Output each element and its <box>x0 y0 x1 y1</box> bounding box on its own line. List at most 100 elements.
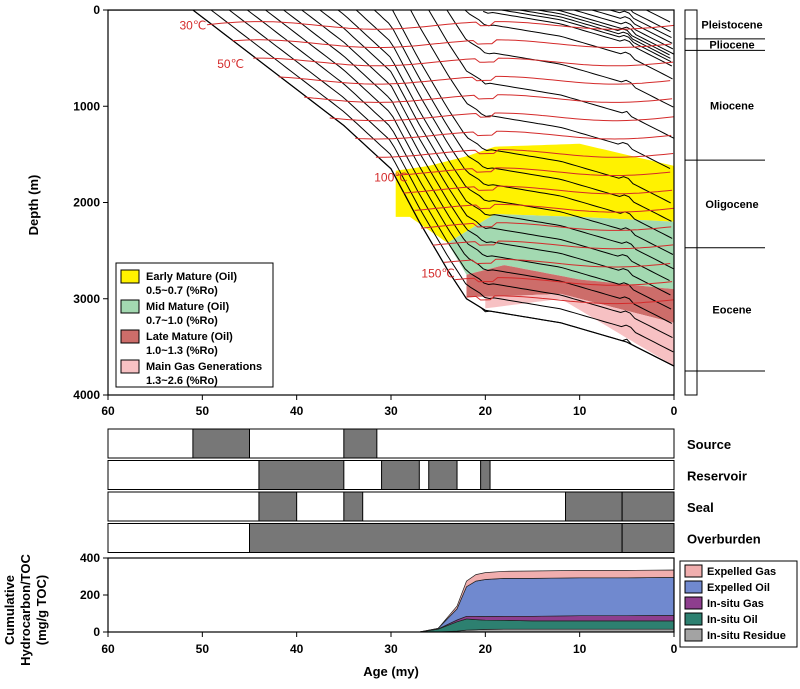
age-tick-label: 20 <box>479 642 493 656</box>
generation-areas <box>108 569 674 632</box>
legend-range: 1.3~2.6 (%Ro) <box>146 375 218 387</box>
depth-tick-label: 4000 <box>73 388 100 402</box>
legend-box <box>115 262 274 388</box>
legend-label: Mid Mature (Oil) <box>146 301 229 313</box>
burial-curve <box>537 10 670 56</box>
depth-tick-label: 2000 <box>73 196 100 210</box>
age-tick-label: 0 <box>671 404 678 418</box>
late-mature-zone <box>466 265 674 323</box>
generation-legend-swatch <box>684 580 703 594</box>
isotherm-curve <box>253 57 674 67</box>
cumulative-axis-label: Cumulative Hydrocarbon/TOC (mg/g TOC) <box>2 554 49 666</box>
basement-curve <box>108 10 674 367</box>
isotherm-label: 100℃ <box>374 170 408 184</box>
burial-curve <box>519 10 671 59</box>
burial-curve <box>301 10 670 282</box>
event-label: Overburden <box>687 532 761 547</box>
burial-curve <box>246 10 673 324</box>
event-label: Seal <box>687 500 714 515</box>
age-tick-label: 10 <box>573 404 587 418</box>
early-mature-zone <box>395 143 674 243</box>
isotherm-curve <box>396 167 671 176</box>
isotherm-curves <box>207 21 674 305</box>
generation-legend-label: Expelled Oil <box>707 582 770 594</box>
legend-swatch <box>120 269 140 284</box>
burial-curve <box>501 10 672 63</box>
stratigraphic-column: Pleistocene Pliocene Miocene Oligocene Eocen… <box>684 9 765 396</box>
generation-legend-swatch <box>684 564 703 578</box>
isotherm-curve <box>443 258 671 268</box>
legend-swatch <box>120 299 140 314</box>
isotherm-curve <box>232 39 672 48</box>
cumulative-axis: 0 200 400 <box>80 551 108 639</box>
ylabel-line-3: (mg/g TOC) <box>34 575 49 646</box>
depth-axis-label: Depth (m) <box>26 175 41 236</box>
generation-legend-swatch <box>684 596 703 610</box>
cumulative-tick-label: 200 <box>80 588 100 602</box>
burial-curve <box>319 10 674 270</box>
event-interval <box>565 491 623 522</box>
isotherm-label: 30℃ <box>179 18 206 32</box>
age-axis-top: 60 50 40 30 20 10 0 <box>101 395 678 418</box>
depth-tick-label: 3000 <box>73 292 100 306</box>
depth-axis: 0 1000 2000 3000 4000 <box>73 3 108 402</box>
burial-curve <box>646 10 671 23</box>
age-tick-label: 60 <box>101 642 115 656</box>
isotherm-curve <box>278 75 671 85</box>
maturity-zones <box>395 143 674 367</box>
generation-legend: Expelled Gas Expelled Oil In-situ Gas In-si… <box>679 560 798 648</box>
burial-curve <box>464 10 673 80</box>
legend-label: Late Mature (Oil) <box>146 331 233 343</box>
legend-range: 1.0~1.3 (%Ro) <box>146 345 218 357</box>
burial-curve <box>392 10 671 204</box>
age-tick-label: 10 <box>573 642 587 656</box>
burial-curve <box>355 10 673 239</box>
ylabel-line-2: Hydrocarbon/TOC <box>18 554 33 666</box>
burial-curve <box>555 10 674 55</box>
cumulative-tick-label: 400 <box>80 551 100 565</box>
age-tick-label: 0 <box>671 642 678 656</box>
cumulative-tick-label: 0 <box>93 625 100 639</box>
burial-curve <box>337 10 674 255</box>
event-interval <box>258 460 345 490</box>
age-tick-label: 40 <box>290 642 304 656</box>
age-tick-label: 30 <box>384 404 398 418</box>
petroleum-system-events: Source Reservoir Seal Overburden <box>107 428 761 553</box>
epoch-label: Eocene <box>712 304 751 316</box>
isotherm-curve <box>207 21 674 30</box>
event-interval <box>192 428 250 459</box>
isotherm-curve <box>329 112 674 122</box>
burial-curve <box>428 10 674 139</box>
legend-label: Early Mature (Oil) <box>146 271 237 283</box>
epoch-label: Oligocene <box>705 199 758 211</box>
burial-curve <box>630 10 671 33</box>
isotherm-label: 150℃ <box>421 267 455 281</box>
epoch-label: Miocene <box>710 100 754 112</box>
generation-legend-label: Expelled Gas <box>707 566 776 578</box>
epoch-label: Pleistocene <box>701 19 762 31</box>
generation-legend-swatch <box>684 628 703 642</box>
maturity-legend: Early Mature (Oil) 0.5~0.7 (%Ro) Mid Matur… <box>115 262 274 388</box>
generation-area <box>108 569 674 632</box>
age-tick-label: 40 <box>290 404 304 418</box>
age-tick-label: 30 <box>384 642 398 656</box>
burial-curve <box>609 10 672 39</box>
age-tick-label: 20 <box>479 404 493 418</box>
epoch-label: Pliocene <box>709 40 754 52</box>
age-axis-label: Age (my) <box>363 664 419 679</box>
event-label: Reservoir <box>687 469 747 484</box>
burial-curve <box>573 10 674 50</box>
isotherm-curve <box>466 295 674 305</box>
depth-tick-label: 0 <box>93 3 100 17</box>
burial-curve <box>228 10 673 339</box>
cumulative-generation-panel: 0 200 400 60 50 40 30 20 10 0 Age (my) Cumulativ… <box>2 551 798 679</box>
age-axis: 60 50 40 30 20 10 0 <box>101 632 678 656</box>
legend-range: 0.7~1.0 (%Ro) <box>146 315 218 327</box>
generation-legend-swatch <box>684 612 703 626</box>
generation-legend-label: In-situ Residue <box>707 630 786 642</box>
generation-legend-label: In-situ Gas <box>707 598 764 610</box>
ylabel-line-1: Cumulative <box>2 575 17 645</box>
isotherm-curve <box>432 240 674 250</box>
isotherm-labels: 30℃ 50℃ 100℃ 150℃ <box>179 18 454 280</box>
